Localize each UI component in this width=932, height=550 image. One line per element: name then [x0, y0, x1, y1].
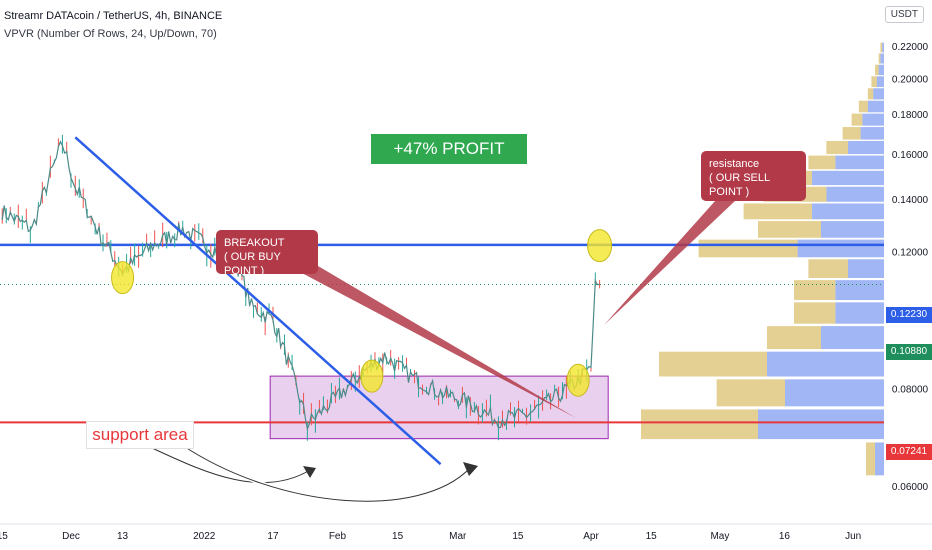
volume-profile-up-bar	[812, 203, 884, 220]
resistance-price-tag: 0.12230	[886, 307, 932, 323]
support-arrowhead	[463, 462, 478, 476]
breakout-callout-title: BREAKOUT	[224, 237, 285, 249]
breakout-callout-pointer	[300, 266, 576, 418]
volume-profile-down-bar	[767, 326, 821, 350]
resistance-callout: resistance ( OUR SELL POINT )	[701, 151, 806, 201]
support-arrow-outline	[151, 446, 312, 485]
volume-profile-down-bar	[659, 351, 767, 377]
yellow-circle-marker	[360, 359, 384, 393]
volume-profile-down-bar	[867, 88, 874, 100]
volume-profile-down-bar	[641, 409, 758, 440]
x-tick-label: 13	[117, 531, 129, 542]
indicator-legend[interactable]: VPVR (Number Of Rows, 24, Up/Down, 70)	[4, 28, 217, 40]
x-tick-label: 16	[779, 531, 791, 542]
resistance-callout-pointer	[604, 200, 736, 325]
breakout-callout: BREAKOUT ( OUR BUY POINT )	[216, 230, 318, 277]
support-arrowhead	[303, 466, 316, 478]
volume-profile-up-bar	[860, 127, 884, 140]
y-tick-label: 0.20000	[892, 74, 929, 85]
volume-profile-up-bar	[848, 259, 884, 278]
volume-profile-up-bar	[882, 42, 884, 53]
volume-profile-up-bar	[862, 113, 884, 126]
volume-profile-up-bar	[826, 186, 884, 202]
volume-profile-up-bar	[797, 239, 884, 258]
volume-profile-up-bar	[821, 326, 884, 350]
x-tick-label: May	[710, 531, 729, 542]
volume-profile-down-bar	[698, 239, 798, 258]
volume-profile-down-bar	[880, 42, 883, 53]
volume-profile-up-bar	[867, 100, 884, 113]
profit-label: +47% PROFIT DONE	[371, 134, 527, 188]
consolidation-range-box	[269, 375, 609, 440]
volume-profile-up-bar	[835, 302, 884, 324]
volume-profile-up-bar	[767, 351, 884, 377]
y-tick-label: 0.18000	[892, 110, 929, 121]
volume-profile-down-bar	[842, 127, 861, 140]
volume-profile-down-bar	[851, 113, 863, 126]
volume-profile-up-bar	[835, 155, 884, 170]
x-tick-label: 17	[267, 531, 279, 542]
y-tick-label: 0.22000	[892, 42, 929, 53]
volume-profile-down-bar	[758, 221, 821, 238]
volume-profile-up-bar	[875, 442, 884, 476]
resistance-callout-subtitle: ( OUR SELL POINT )	[709, 172, 770, 198]
x-tick-label: 15	[0, 531, 8, 542]
descending-trendline	[74, 136, 442, 466]
x-tick-label: Mar	[449, 531, 467, 542]
yellow-circle-marker	[111, 261, 135, 295]
support-area-label: support area	[86, 421, 194, 449]
volume-profile-down-bar	[716, 379, 785, 407]
x-tick-label: Jun	[845, 531, 861, 542]
currency-button[interactable]: USDT	[884, 6, 924, 23]
x-tick-label: 15	[392, 531, 404, 542]
yellow-circle-marker	[587, 229, 613, 263]
support-arrow	[151, 447, 311, 484]
volume-profile-up-bar	[812, 170, 884, 186]
symbol-title[interactable]: Streamr DATAcoin / TetherUS, 4h, BINANCE	[4, 10, 223, 22]
y-tick-label: 0.12000	[892, 247, 929, 258]
volume-profile-down-bar	[743, 203, 812, 220]
volume-profile-up-bar	[785, 379, 884, 407]
volume-profile-down-bar	[794, 302, 836, 324]
volume-profile-down-bar	[866, 442, 875, 476]
volume-profile-up-bar	[848, 141, 884, 155]
x-tick-label: Feb	[329, 531, 347, 542]
x-tick-label: 15	[512, 531, 524, 542]
volume-profile-up-bar	[821, 221, 884, 238]
volume-profile-up-bar	[880, 53, 884, 64]
volume-profile-down-bar	[808, 155, 836, 170]
volume-profile-down-bar	[878, 53, 881, 64]
support-arrow	[181, 444, 471, 502]
price-series	[1, 140, 600, 431]
yellow-circle-marker	[566, 363, 590, 397]
volume-profile-up-bar	[873, 88, 884, 100]
y-tick-label: 0.16000	[892, 150, 929, 161]
volume-profile-down-bar	[808, 259, 848, 278]
volume-profile-down-bar	[871, 76, 877, 88]
volume-profile-down-bar	[875, 64, 879, 76]
x-tick-label: 15	[646, 531, 658, 542]
volume-profile-up-bar	[878, 64, 884, 76]
volume-profile-up-bar	[758, 409, 884, 440]
volume-profile-down-bar	[826, 141, 848, 155]
x-tick-label: Apr	[583, 531, 599, 542]
y-tick-label: 0.06000	[892, 482, 929, 493]
volume-profile-down-bar	[858, 100, 868, 113]
support-price-tag: 0.07241	[886, 444, 932, 460]
volume-profile-up-bar	[876, 76, 884, 88]
resistance-callout-title: resistance	[709, 158, 760, 170]
y-tick-label: 0.14000	[892, 195, 929, 206]
breakout-callout-subtitle: ( OUR BUY POINT )	[224, 251, 281, 277]
last-price-tag: 0.10880	[886, 344, 932, 360]
x-tick-label: 2022	[193, 531, 216, 542]
y-tick-label: 0.08000	[892, 385, 929, 396]
x-tick-label: Dec	[62, 531, 80, 542]
volume-profile-up-bar	[835, 280, 884, 301]
volume-profile-down-bar	[794, 280, 836, 301]
